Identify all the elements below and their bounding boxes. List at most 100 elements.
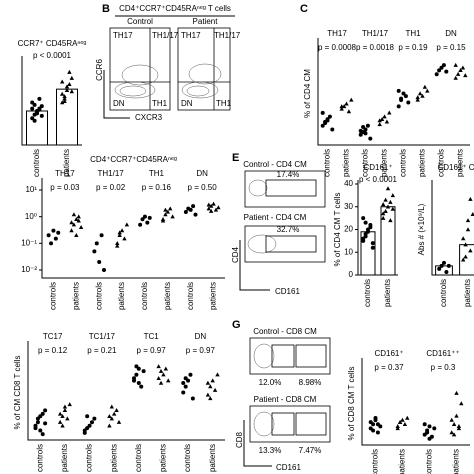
data-point: [53, 236, 58, 241]
data-point: [156, 375, 161, 380]
data-point: [32, 102, 37, 107]
data-point: [56, 230, 61, 235]
data-point: [37, 107, 42, 112]
data-point: [208, 203, 214, 208]
data-point: [168, 206, 173, 211]
data-point: [206, 206, 211, 211]
data-point: [163, 207, 168, 212]
x-tick-label: controls: [323, 149, 332, 177]
category-label: TC17: [43, 332, 63, 341]
data-point: [166, 378, 171, 383]
x-tick-label: patients: [159, 444, 168, 472]
x-tick-label: controls: [85, 444, 94, 472]
data-point: [461, 236, 466, 241]
data-point: [390, 206, 395, 211]
flow-label: Control - CD4 CM: [243, 160, 307, 169]
data-point: [134, 364, 139, 369]
data-point: [344, 101, 349, 106]
data-point: [463, 73, 468, 78]
p-value: p = 0.37: [374, 363, 404, 372]
x-tick-label: patients: [71, 282, 80, 310]
data-point: [30, 100, 35, 105]
data-point: [158, 380, 164, 385]
data-point: [461, 257, 466, 262]
p-value: p = 0.3: [431, 363, 456, 372]
y-tick-label: 10⁻¹: [21, 238, 37, 247]
data-point: [82, 430, 87, 435]
data-point: [188, 207, 193, 212]
x-tick-label: patients: [163, 282, 172, 310]
data-point: [468, 248, 473, 253]
flow-label: Patient - CD4 CM: [244, 213, 307, 222]
data-point: [32, 118, 37, 123]
data-point: [109, 416, 114, 421]
data-point: [60, 79, 65, 84]
data-point: [339, 106, 344, 111]
data-point: [107, 423, 112, 428]
y-tick-label: 30: [344, 202, 353, 211]
data-point: [382, 114, 387, 119]
gate: [265, 179, 317, 197]
data-point: [117, 233, 122, 238]
data-point: [370, 245, 375, 250]
data-point: [35, 416, 40, 421]
axis-label: CD161: [275, 287, 300, 296]
data-point: [97, 259, 102, 264]
data-point: [425, 88, 430, 93]
x-tick-label: patients: [463, 279, 472, 307]
x-tick-label: controls: [32, 149, 41, 177]
data-point: [136, 381, 141, 385]
data-point: [370, 241, 375, 246]
data-point: [390, 193, 395, 198]
data-point: [74, 216, 79, 221]
data-point: [46, 233, 51, 238]
x-tick-label: controls: [134, 444, 143, 472]
data-point: [422, 84, 428, 89]
data-point: [57, 411, 63, 416]
data-point: [449, 430, 454, 435]
x-tick-label: patients: [117, 282, 126, 310]
data-point: [387, 110, 392, 115]
data-point: [432, 426, 437, 431]
data-point: [320, 110, 325, 115]
x-tick-label: patients: [62, 149, 71, 177]
x-tick-label: patients: [456, 149, 465, 177]
data-point: [30, 116, 35, 121]
data-point: [30, 106, 35, 111]
data-point: [415, 97, 420, 102]
flow-plot: [109, 27, 231, 111]
data-point: [116, 419, 122, 424]
bar: [435, 265, 453, 276]
data-point: [437, 68, 442, 73]
axis-line: [357, 180, 398, 276]
data-point: [69, 228, 74, 233]
x-tick-label: controls: [361, 149, 370, 177]
flow-plot: [249, 337, 331, 375]
quadrant-label: DN: [181, 99, 193, 108]
data-point: [193, 212, 198, 217]
x-tick-label: controls: [399, 149, 408, 177]
category-label: TH17: [55, 169, 75, 178]
data-point: [439, 263, 444, 268]
data-point: [62, 96, 67, 101]
data-point: [208, 208, 214, 213]
data-point: [384, 119, 390, 124]
axis-line: [27, 341, 225, 441]
data-point: [420, 93, 425, 98]
data-point: [377, 118, 382, 123]
data-point: [363, 127, 368, 132]
y-tick-label: 20: [344, 225, 353, 234]
y-axis-label: % of CM CD8 T cells: [13, 356, 22, 430]
data-point: [451, 421, 457, 426]
y-tick-label: 10¹: [25, 185, 37, 194]
data-point: [76, 218, 81, 223]
panel-letter: E: [232, 152, 239, 164]
data-point: [454, 390, 459, 395]
data-point: [138, 222, 143, 227]
quadrant-label: TH1: [152, 99, 168, 108]
data-point: [451, 432, 457, 437]
data-point: [74, 233, 79, 238]
gate-pct: 7.47%: [299, 446, 322, 455]
data-point: [37, 96, 42, 101]
